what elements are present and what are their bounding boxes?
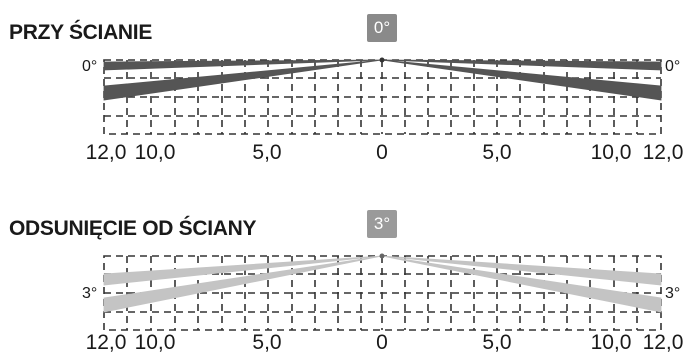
tick-label: 10,0 <box>590 331 632 354</box>
beam-right-lower <box>381 59 662 101</box>
tilt-badge: 3° <box>367 210 397 238</box>
tick-label: 12,0 <box>642 331 684 354</box>
tilt-badge: 0° <box>367 14 397 42</box>
tick-label: 0 <box>376 331 388 354</box>
panel-title: PRZY ŚCIANIE <box>9 21 153 44</box>
tick-label: 0 <box>376 141 388 164</box>
tick-label: 10,0 <box>134 141 176 164</box>
beam-left-upper <box>103 59 383 71</box>
tick-label: 12,0 <box>642 141 684 164</box>
tick-label: 12,0 <box>85 331 127 354</box>
beam-right-lower <box>381 255 662 313</box>
angle-label-right: 0° <box>665 58 681 75</box>
tick-label: 5,0 <box>252 141 282 164</box>
tick-label: 5,0 <box>482 141 512 164</box>
angle-label-left: 0° <box>82 58 98 75</box>
detection-grid-diagram <box>103 253 662 331</box>
angle-label-right: 3° <box>665 285 681 302</box>
beam-left-lower <box>103 59 383 101</box>
tick-label: 12,0 <box>85 141 127 164</box>
offset-mount-panel: ODSUNIĘCIE OD ŚCIANY 3° 3° 3° <box>0 178 693 356</box>
detection-beams <box>103 255 662 313</box>
tick-label: 10,0 <box>134 331 176 354</box>
detection-grid-diagram <box>103 57 662 135</box>
beam-left-upper <box>103 255 383 286</box>
beam-left-lower <box>103 255 383 313</box>
angle-label-left: 3° <box>82 285 98 302</box>
wall-mount-panel: PRZY ŚCIANIE 0° 0° 0° <box>9 14 684 164</box>
grid-lines <box>103 59 662 135</box>
tick-label: 10,0 <box>590 141 632 164</box>
tick-label: 5,0 <box>252 331 282 354</box>
panel-title: ODSUNIĘCIE OD ŚCIANY <box>9 217 257 240</box>
beam-right-upper <box>381 255 662 286</box>
sensor-origin <box>379 57 385 63</box>
tick-label: 5,0 <box>482 331 512 354</box>
detection-beams <box>103 59 662 101</box>
beam-right-upper <box>381 59 662 71</box>
sensor-origin <box>379 253 385 259</box>
